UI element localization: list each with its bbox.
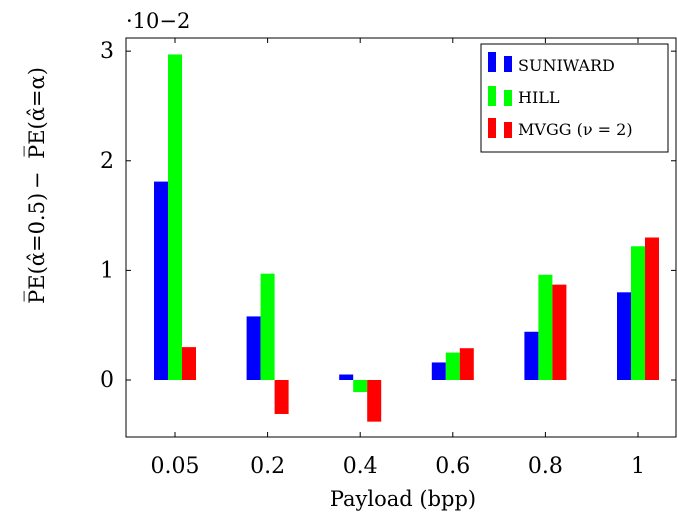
y-tick-label-0: 0 <box>100 368 114 393</box>
legend-label-hill: HILL <box>518 88 560 107</box>
bar-mvgg-0.2 <box>274 380 289 414</box>
bar-suniward-0.2 <box>246 316 261 380</box>
x-tick-label-0.8: 0.8 <box>528 454 563 479</box>
bar-hill-0.05 <box>168 54 182 380</box>
bar-suniward-0.05 <box>154 181 168 380</box>
y-axis-label-minus: − <box>25 172 49 190</box>
x-tick-label-0.05: 0.05 <box>151 454 200 479</box>
bar-suniward-0.4 <box>339 374 354 380</box>
legend-swatch-suniward-b <box>504 56 512 72</box>
legend-label-suniward: SUNIWARD <box>518 56 615 75</box>
legend: SUNIWARD HILL MVGG (ν = 2) <box>480 43 669 153</box>
bar-mvgg-1 <box>645 237 659 380</box>
y-tick-label-3: 3 <box>100 39 114 64</box>
x-tick-label-0.4: 0.4 <box>343 454 378 479</box>
bar-mvgg-0.6 <box>459 348 474 380</box>
x-axis-label: Payload (bpp) <box>330 487 476 511</box>
x-tick-label-1: 1 <box>631 454 645 479</box>
bar-hill-0.8 <box>538 274 553 380</box>
y-axis-label-right: P̅E(α̂=α) <box>24 67 49 159</box>
bar-suniward-1 <box>617 292 631 380</box>
y-tick-label-1: 1 <box>100 258 114 283</box>
y-multiplier-label: ·10−2 <box>126 9 190 33</box>
svg-text:P̅E(α̂=0.5) − P̅E(: P̅E(α̂=0.5) − P̅E(α̂=α) <box>24 67 49 304</box>
y-axis-label: P̅E(α̂=0.5) − P̅E(α̂=α) <box>24 67 49 304</box>
x-tick-label-0.2: 0.2 <box>250 454 285 479</box>
bar-hill-1 <box>631 246 645 380</box>
y-tick-label-2: 2 <box>100 149 114 174</box>
bar-suniward-0.6 <box>431 362 446 380</box>
bar-suniward-0.8 <box>524 331 539 380</box>
legend-swatch-mvgg-b <box>504 122 512 138</box>
bar-hill-0.6 <box>445 352 460 380</box>
legend-swatch-hill-b <box>504 90 512 106</box>
bar-mvgg-0.05 <box>182 347 196 380</box>
legend-swatch-mvgg-a <box>488 118 496 138</box>
legend-label-mvgg: MVGG (ν = 2) <box>518 120 633 139</box>
plot-area: 0 1 2 3 0.05 0.2 0.4 0.6 0.8 1 <box>100 37 677 479</box>
bar-mvgg-0.8 <box>552 284 567 380</box>
legend-swatch-hill-a <box>488 86 496 106</box>
x-tick-label-0.6: 0.6 <box>435 454 470 479</box>
legend-box <box>480 43 669 153</box>
legend-swatch-suniward-a <box>488 52 496 72</box>
plot-frame <box>125 37 677 438</box>
bar-hill-0.2 <box>260 273 275 380</box>
bar-hill-0.4 <box>353 380 368 393</box>
y-axis-label-left: P̅E(α̂=0.5) <box>24 193 49 304</box>
bar-mvgg-0.4 <box>367 380 382 422</box>
